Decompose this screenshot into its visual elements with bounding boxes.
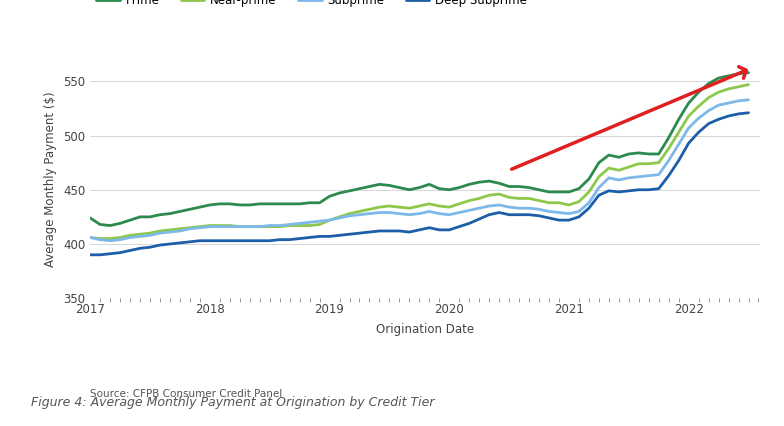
Near-prime — [195, 224, 205, 229]
Near-prime — [594, 174, 604, 179]
Subprime — [176, 228, 185, 233]
Near-prime — [85, 235, 95, 240]
Prime — [176, 209, 185, 214]
Near-prime — [744, 82, 753, 87]
Deep Subprime — [584, 206, 593, 211]
Deep Subprime — [744, 110, 753, 115]
Prime — [85, 216, 95, 221]
Prime — [394, 185, 404, 190]
Text: Figure 4: Average Monthly Payment at Origination by Credit Tier: Figure 4: Average Monthly Payment at Ori… — [31, 396, 435, 409]
Deep Subprime — [185, 239, 194, 245]
Prime — [365, 184, 374, 189]
X-axis label: Origination Date: Origination Date — [376, 323, 474, 336]
Deep Subprime — [385, 228, 394, 233]
Near-prime — [176, 226, 185, 231]
Prime — [195, 204, 205, 210]
Subprime — [195, 225, 205, 230]
Deep Subprime — [355, 230, 365, 236]
Subprime — [105, 238, 114, 243]
Prime — [594, 160, 604, 165]
Subprime — [365, 211, 374, 216]
Text: Source: CFPB Consumer Credit Panel: Source: CFPB Consumer Credit Panel — [90, 389, 282, 399]
Subprime — [594, 185, 604, 190]
Near-prime — [394, 204, 404, 210]
Subprime — [394, 211, 404, 216]
Deep Subprime — [704, 121, 713, 126]
Line: Subprime: Subprime — [90, 100, 749, 241]
Deep Subprime — [235, 238, 245, 243]
Y-axis label: Average Monthly Payment ($): Average Monthly Payment ($) — [45, 91, 57, 267]
Subprime — [744, 97, 753, 102]
Line: Near-prime: Near-prime — [90, 85, 749, 239]
Prime — [105, 223, 114, 228]
Subprime — [704, 108, 713, 113]
Line: Deep Subprime: Deep Subprime — [90, 113, 749, 255]
Legend: Prime, Near-prime, Subprime, Deep Subprime: Prime, Near-prime, Subprime, Deep Subpri… — [96, 0, 527, 7]
Deep Subprime — [85, 252, 95, 257]
Prime — [744, 70, 753, 75]
Near-prime — [365, 207, 374, 212]
Near-prime — [704, 95, 713, 100]
Line: Prime: Prime — [90, 73, 749, 225]
Prime — [704, 81, 713, 86]
Subprime — [85, 235, 95, 240]
Near-prime — [96, 236, 105, 241]
